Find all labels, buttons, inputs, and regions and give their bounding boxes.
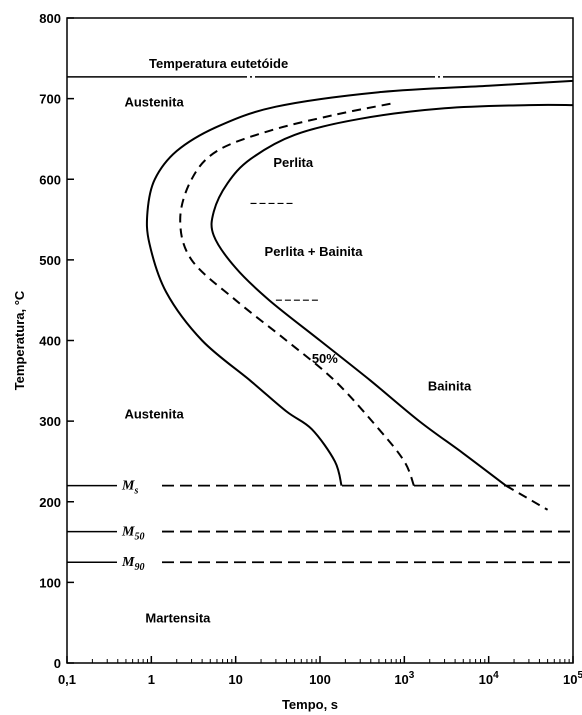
label-base: M [121, 525, 135, 540]
label-m90: M90 [121, 555, 144, 573]
x-tick-label: 0,1 [58, 672, 76, 687]
y-tick-label: 100 [39, 575, 61, 590]
y-tick-label: 0 [54, 656, 61, 671]
x-tick-label: 100 [309, 672, 331, 687]
y-tick-label: 500 [39, 253, 61, 268]
x-tick-base: 10 [228, 672, 242, 687]
transformation-curve-4 [505, 484, 549, 511]
region-label-pct-50: 50% [312, 351, 338, 366]
y-tick-label: 400 [39, 334, 61, 349]
series-group [145, 79, 574, 511]
x-tick-base: 10 [479, 672, 493, 687]
label-subscript: 50 [134, 532, 144, 543]
region-label-martensita: Martensita [145, 611, 211, 626]
x-tick-label: 104 [479, 670, 499, 687]
y-tick-label: 600 [39, 172, 61, 187]
label-ms: Ms [121, 479, 138, 497]
transformation-curve-2 [179, 101, 415, 486]
x-tick-label: 105 [563, 670, 582, 687]
label-base: M [121, 555, 135, 570]
y-tick-label: 300 [39, 414, 61, 429]
x-tick-label: 1 [148, 672, 155, 687]
labels-group: Temperatura eutetóideMsM50M90AustenitaPe… [121, 56, 472, 626]
transformation-curve-3 [210, 103, 574, 487]
region-label-perlita-bainita: Perlita + Bainita [265, 244, 364, 259]
region-label-austenita-top: Austenita [124, 95, 184, 110]
x-axis-label: Tempo, s [282, 697, 338, 712]
label-subscript: s [133, 486, 138, 497]
y-tick-label: 800 [39, 11, 61, 26]
region-label-bainita: Bainita [428, 378, 472, 393]
label-base: M [121, 479, 135, 494]
short-marks-group [250, 202, 320, 301]
region-label-austenita-bottom: Austenita [124, 407, 184, 422]
transformation-curve-1 [145, 79, 574, 486]
y-tick-label: 200 [39, 495, 61, 510]
y-tick-label: 700 [39, 92, 61, 107]
x-tick-label: 10 [228, 672, 242, 687]
region-label-perlita: Perlita [273, 155, 314, 170]
martensite-lines-group [67, 76, 573, 564]
eutectoid-label: Temperatura eutetóide [149, 56, 288, 71]
x-tick-base: 1 [148, 672, 155, 687]
x-tick-exponent: 3 [409, 670, 415, 681]
x-tick-base: 0,1 [58, 672, 76, 687]
x-tick-exponent: 5 [577, 670, 582, 681]
label-m50: M50 [121, 525, 144, 543]
x-tick-label: 103 [394, 670, 414, 687]
x-tick-exponent: 4 [493, 670, 499, 681]
label-subscript: 90 [134, 562, 144, 573]
x-tick-base: 10 [394, 672, 408, 687]
x-tick-base: 100 [309, 672, 331, 687]
y-axis-label: Temperatura, °C [12, 290, 27, 390]
x-tick-base: 10 [563, 672, 577, 687]
